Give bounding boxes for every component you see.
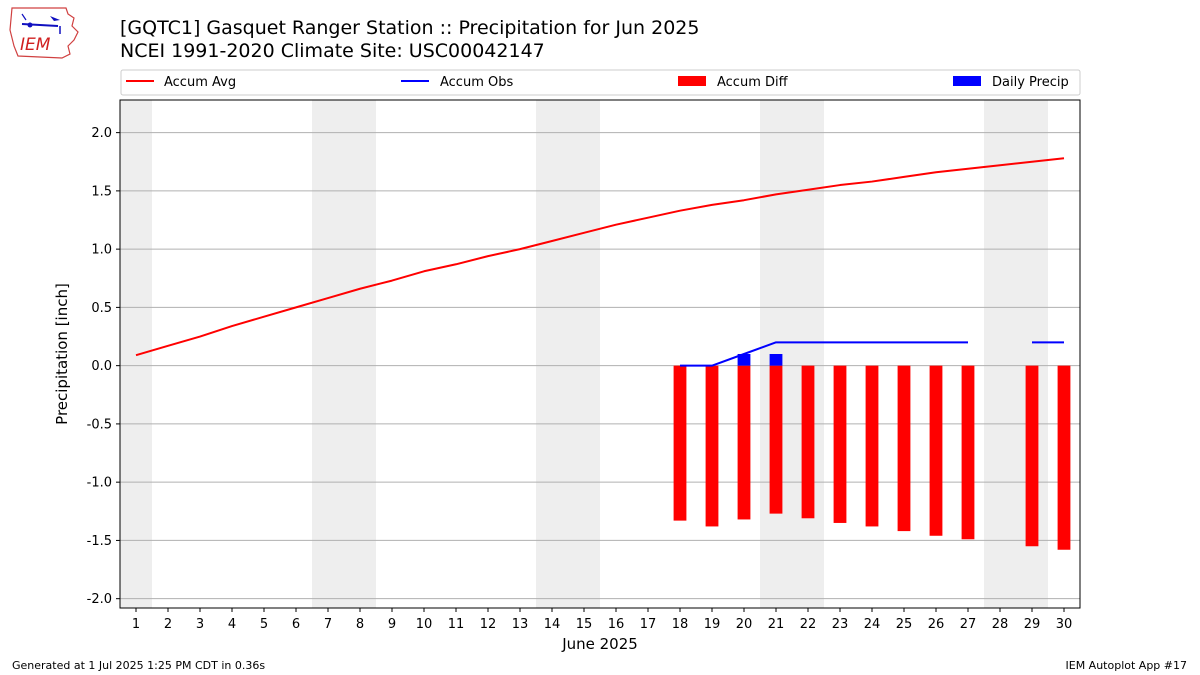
x-axis-label: June 2025 [561, 635, 638, 653]
x-tick-label: 14 [544, 617, 561, 632]
accum-diff-bar-day-21 [769, 365, 783, 514]
weekend-shade-day-28 [984, 100, 1016, 608]
chart-title: [GQTC1] Gasquet Ranger Station :: Precip… [120, 17, 700, 39]
accum-diff-bar-day-23 [833, 365, 847, 523]
daily-precip-bar-day-20 [737, 354, 751, 366]
x-tick-label: 16 [608, 617, 625, 632]
x-tick-label: 18 [672, 617, 689, 632]
plot-frame [119, 99, 1081, 609]
footer-generated: Generated at 1 Jul 2025 1:25 PM CDT in 0… [12, 659, 266, 672]
x-tick-label: 3 [196, 617, 204, 632]
accum-diff-bar-day-24 [865, 365, 879, 527]
daily-precip-bars [737, 354, 783, 366]
y-tick-label: -2.0 [87, 592, 112, 607]
legend-swatch-accum-diff [678, 76, 706, 86]
daily-precip-bar-day-21 [769, 354, 783, 366]
x-tick-label: 27 [960, 617, 977, 632]
x-tick-label: 11 [448, 617, 465, 632]
accum-diff-bars [673, 365, 1071, 550]
x-tick-label: 10 [416, 617, 433, 632]
x-axis-ticks: 1 2 3 4 5 6 7 8 9 10 11 12 13 14 15 16 17 18 19 20 21 22 23 24 2… [132, 608, 1072, 632]
x-tick-label: 26 [928, 617, 945, 632]
x-tick-label: 2 [164, 617, 172, 632]
y-axis-ticks: 2.0 1.5 1.0 0.5 0.0 -0.5 -1.0 -1.5 -2.0 [87, 126, 120, 607]
x-tick-label: 22 [800, 617, 817, 632]
y-tick-label: 0.0 [91, 359, 112, 374]
x-tick-label: 28 [992, 617, 1009, 632]
y-tick-label: -1.0 [87, 476, 112, 491]
weekend-shade-day-7 [312, 100, 344, 608]
x-tick-label: 21 [768, 617, 785, 632]
x-tick-label: 25 [896, 617, 913, 632]
x-tick-label: 9 [388, 617, 396, 632]
accum-obs-line-segment-1 [680, 341, 968, 367]
x-tick-label: 12 [480, 617, 497, 632]
x-tick-label: 17 [640, 617, 657, 632]
x-tick-label: 29 [1024, 617, 1041, 632]
accum-diff-bar-day-30 [1057, 365, 1071, 550]
legend-label-accum-obs: Accum Obs [440, 75, 513, 90]
weekend-shading [120, 100, 1048, 608]
x-tick-label: 30 [1056, 617, 1073, 632]
accum-diff-bar-day-22 [801, 365, 815, 519]
weekend-shade-day-22 [792, 100, 824, 608]
x-tick-label: 15 [576, 617, 593, 632]
x-tick-label: 1 [132, 617, 140, 632]
x-tick-label: 6 [292, 617, 300, 632]
legend-swatch-daily-precip [953, 76, 981, 86]
y-tick-label: -1.5 [87, 534, 112, 549]
x-tick-label: 8 [356, 617, 364, 632]
accum-diff-bar-day-26 [929, 365, 943, 536]
x-tick-label: 5 [260, 617, 268, 632]
weekend-shade-day-14 [536, 100, 568, 608]
y-tick-label: 1.0 [91, 243, 112, 258]
accum-diff-bar-day-27 [961, 365, 975, 540]
legend-label-accum-diff: Accum Diff [717, 75, 789, 90]
weekend-shade-day-15 [568, 100, 600, 608]
legend-label-accum-avg: Accum Avg [164, 75, 236, 90]
y-axis-label: Precipitation [inch] [53, 283, 71, 425]
legend-label-daily-precip: Daily Precip [992, 75, 1069, 90]
x-tick-label: 7 [324, 617, 332, 632]
y-tick-label: 2.0 [91, 126, 112, 141]
accum-diff-bar-day-20 [737, 365, 751, 520]
weekend-shade-day-8 [344, 100, 376, 608]
y-tick-label: 0.5 [91, 301, 112, 316]
logo-text: IEM [20, 35, 51, 55]
x-tick-label: 23 [832, 617, 849, 632]
series-lines [135, 157, 1065, 367]
y-tick-label: 1.5 [91, 184, 112, 199]
footer-app: IEM Autoplot App #17 [1065, 659, 1188, 672]
accum-avg-line [135, 157, 1065, 357]
x-tick-label: 19 [704, 617, 721, 632]
x-tick-label: 4 [228, 617, 236, 632]
x-tick-label: 24 [864, 617, 881, 632]
x-tick-label: 20 [736, 617, 753, 632]
y-tick-label: -0.5 [87, 417, 112, 432]
weekend-shade-day-1 [120, 100, 152, 608]
accum-diff-bar-day-29 [1025, 365, 1039, 547]
chart-subtitle: NCEI 1991-2020 Climate Site: USC00042147 [120, 40, 545, 62]
legend: Accum Avg Accum Obs Accum Diff Daily Pre… [120, 69, 1081, 96]
accum-diff-bar-day-19 [705, 365, 719, 527]
accum-diff-bar-day-18 [673, 365, 687, 521]
iem-logo: IEM [8, 6, 80, 60]
gridlines [120, 132, 1080, 600]
accum-diff-bar-day-25 [897, 365, 911, 532]
x-tick-label: 13 [512, 617, 529, 632]
